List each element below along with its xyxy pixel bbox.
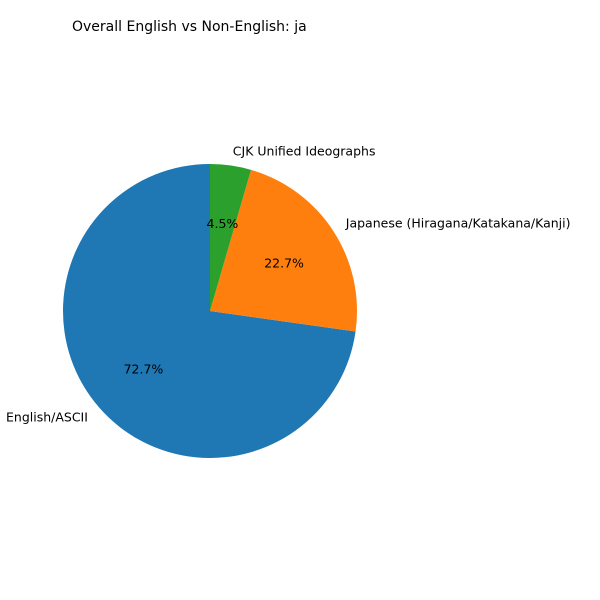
slice-label-japanese-hiragana-katakana-kanji: Japanese (Hiragana/Katakana/Kanji) — [345, 216, 571, 231]
slice-percent-cjk-unified-ideographs: 4.5% — [207, 216, 239, 231]
pie-slice-english-ascii — [62, 164, 356, 458]
slice-percent-english-ascii: 72.7% — [124, 361, 164, 376]
slice-label-english-ascii: English/ASCII — [6, 410, 88, 425]
pie-slice-cjk-unified-ideographs — [210, 164, 252, 311]
chart-title: Overall English vs Non-English: ja — [72, 19, 307, 35]
slice-label-cjk-unified-ideographs: CJK Unified Ideographs — [233, 143, 376, 158]
pie-slices — [62, 164, 357, 458]
pie-slice-japanese-hiragana-katakana-kanji — [210, 169, 357, 332]
pie-labels: English/ASCII 72.7% Japanese (Hiragana/Kat… — [6, 143, 571, 424]
slice-percent-japanese-hiragana-katakana-kanji: 22.7% — [264, 256, 304, 271]
